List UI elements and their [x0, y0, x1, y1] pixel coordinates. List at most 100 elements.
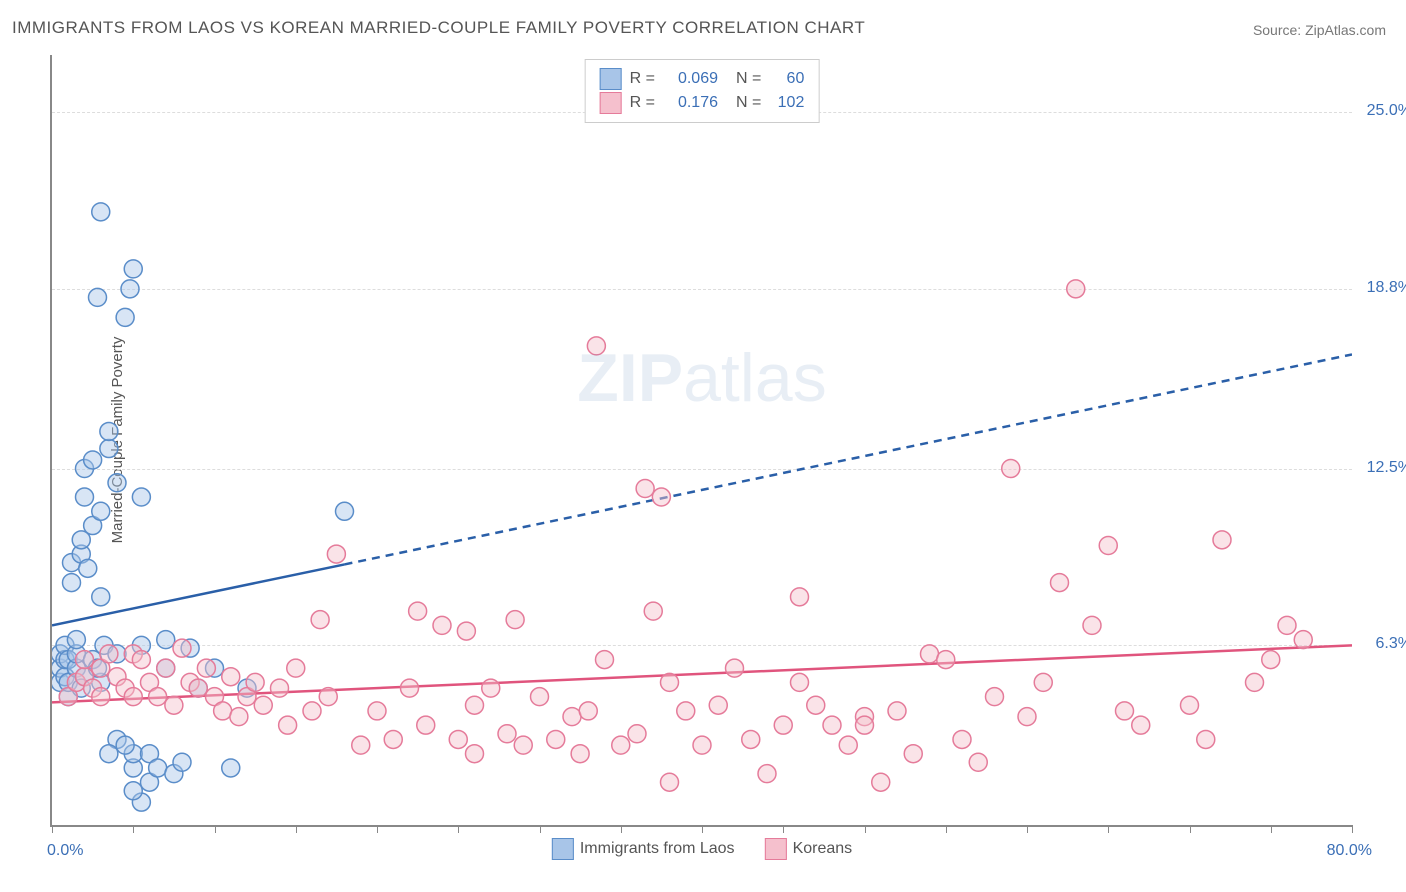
data-point	[791, 673, 809, 691]
data-point	[1034, 673, 1052, 691]
data-point	[246, 673, 264, 691]
data-point	[92, 588, 110, 606]
data-point	[67, 631, 85, 649]
data-point	[124, 260, 142, 278]
data-point	[1051, 574, 1069, 592]
data-point	[197, 659, 215, 677]
data-point	[100, 745, 118, 763]
data-point	[1002, 460, 1020, 478]
data-point	[368, 702, 386, 720]
data-point	[498, 725, 516, 743]
legend-row: R =0.069N =60	[600, 68, 805, 90]
trend-line-dashed	[345, 354, 1353, 564]
data-point	[287, 659, 305, 677]
data-point	[774, 716, 792, 734]
data-point	[76, 651, 94, 669]
data-point	[661, 673, 679, 691]
data-point	[547, 730, 565, 748]
chart-area: ZIPatlas Married-Couple Family Poverty R…	[50, 55, 1350, 825]
x-tick	[540, 825, 541, 833]
data-point	[1278, 616, 1296, 634]
data-point	[157, 631, 175, 649]
data-point	[514, 736, 532, 754]
data-point	[165, 696, 183, 714]
legend-series-name: Immigrants from Laos	[580, 840, 735, 857]
data-point	[937, 651, 955, 669]
data-point	[92, 502, 110, 520]
x-tick	[458, 825, 459, 833]
source-label: Source:	[1253, 22, 1301, 38]
data-point	[116, 308, 134, 326]
source-attribution: Source: ZipAtlas.com	[1253, 22, 1386, 38]
data-point	[132, 488, 150, 506]
x-tick	[52, 825, 53, 833]
data-point	[1246, 673, 1264, 691]
data-point	[1181, 696, 1199, 714]
data-point	[222, 668, 240, 686]
data-point	[628, 725, 646, 743]
data-point	[652, 488, 670, 506]
data-point	[587, 337, 605, 355]
data-point	[108, 474, 126, 492]
data-point	[76, 488, 94, 506]
x-tick	[865, 825, 866, 833]
y-tick-label: 12.5%	[1357, 459, 1406, 477]
data-point	[433, 616, 451, 634]
x-tick	[215, 825, 216, 833]
x-axis-max-label: 80.0%	[1327, 842, 1372, 860]
data-point	[311, 611, 329, 629]
x-tick	[377, 825, 378, 833]
data-point	[742, 730, 760, 748]
data-point	[149, 759, 167, 777]
data-point	[279, 716, 297, 734]
legend-swatch	[600, 92, 622, 114]
x-axis-min-label: 0.0%	[47, 842, 83, 860]
x-tick	[1027, 825, 1028, 833]
data-point	[571, 745, 589, 763]
data-point	[758, 765, 776, 783]
legend-swatch	[765, 838, 787, 860]
data-point	[531, 688, 549, 706]
data-point	[1197, 730, 1215, 748]
data-point	[449, 730, 467, 748]
legend-swatch	[600, 68, 622, 90]
data-point	[612, 736, 630, 754]
data-point	[319, 688, 337, 706]
data-point	[506, 611, 524, 629]
data-point	[254, 696, 272, 714]
data-point	[100, 645, 118, 663]
legend-n-label: N =	[736, 94, 761, 112]
data-point	[409, 602, 427, 620]
data-point	[872, 773, 890, 791]
source-value: ZipAtlas.com	[1305, 22, 1386, 38]
data-point	[953, 730, 971, 748]
legend-row: R =0.176N =102	[600, 92, 805, 114]
x-tick	[1190, 825, 1191, 833]
data-point	[173, 753, 191, 771]
data-point	[1099, 537, 1117, 555]
chart-title: IMMIGRANTS FROM LAOS VS KOREAN MARRIED-C…	[12, 18, 865, 38]
x-tick	[133, 825, 134, 833]
data-point	[636, 479, 654, 497]
legend-r-value: 0.069	[663, 70, 718, 88]
legend-swatch	[552, 838, 574, 860]
legend-n-label: N =	[736, 70, 761, 88]
data-point	[401, 679, 419, 697]
legend-n-value: 102	[769, 94, 804, 112]
data-point	[807, 696, 825, 714]
data-point	[791, 588, 809, 606]
data-point	[1262, 651, 1280, 669]
data-point	[327, 545, 345, 563]
data-point	[149, 688, 167, 706]
data-point	[661, 773, 679, 791]
data-point	[466, 696, 484, 714]
data-point	[1018, 708, 1036, 726]
x-tick	[946, 825, 947, 833]
data-point	[709, 696, 727, 714]
legend-n-value: 60	[769, 70, 804, 88]
data-point	[969, 753, 987, 771]
data-point	[173, 639, 191, 657]
data-point	[124, 688, 142, 706]
data-point	[303, 702, 321, 720]
data-point	[89, 288, 107, 306]
